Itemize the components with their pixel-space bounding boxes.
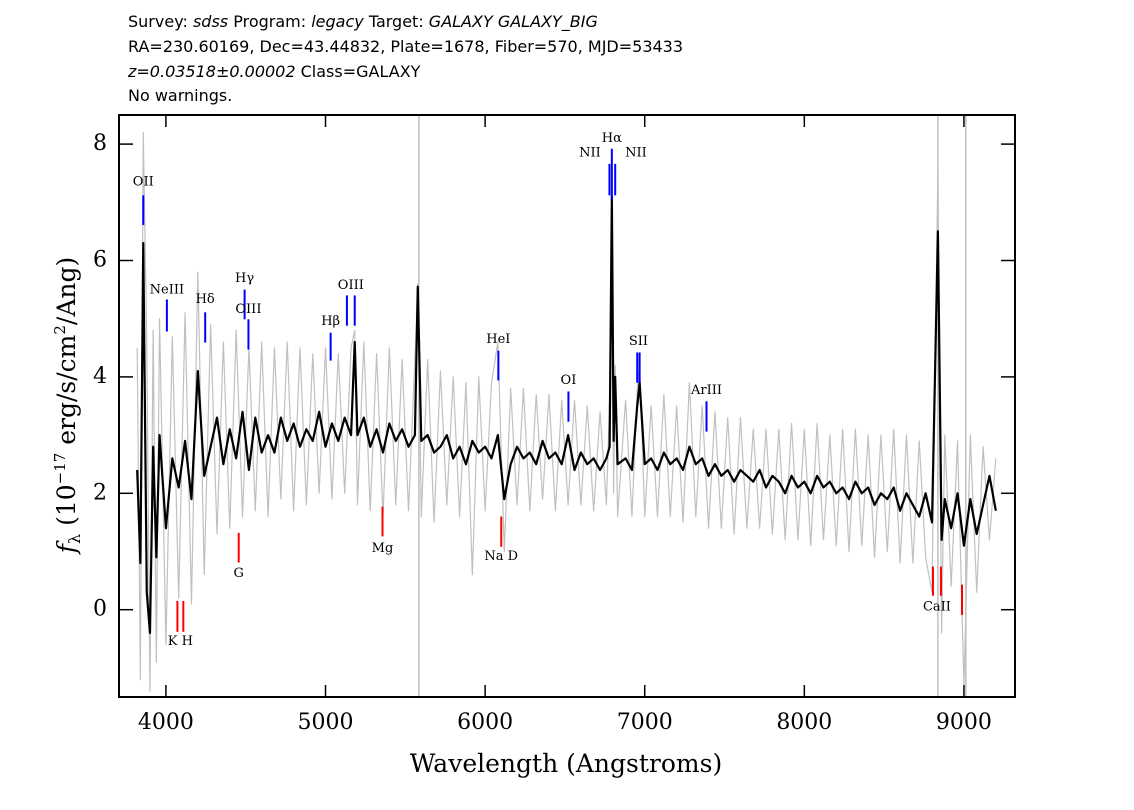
line-label: CaII (923, 599, 951, 614)
line-label: Hδ (196, 292, 215, 307)
line-label: OI (561, 373, 577, 388)
y-tick-label: 4 (93, 364, 107, 389)
header-line: Survey: sdss Program: legacy Target: GAL… (128, 12, 598, 32)
x-tick-label: 9000 (936, 710, 992, 735)
y-axis-label: fλ (10−17 erg/s/cm2/Ang) (51, 257, 84, 556)
x-tick-label: 6000 (457, 710, 513, 735)
x-tick-label: 5000 (298, 710, 354, 735)
y-tick-label: 0 (93, 597, 107, 622)
line-label: K H (168, 634, 193, 649)
x-axis-label: Wavelength (Angstroms) (410, 749, 722, 778)
line-label: Hγ (235, 271, 254, 286)
y-tick-label: 2 (93, 480, 107, 505)
header-text: z=0.03518±0.00002 (127, 62, 296, 81)
y-label-part: f (52, 540, 81, 555)
header-line: No warnings. (128, 86, 232, 105)
y-label-part: /Ang) (52, 257, 81, 325)
plot-frame (118, 114, 1016, 698)
header-text: Class=GALAXY (296, 62, 421, 81)
line-label: G (234, 566, 244, 581)
header-text: Survey: (128, 12, 193, 31)
y-label-part: (10 (52, 484, 81, 534)
header-text: sdss (193, 12, 228, 31)
header-text: Program: (228, 12, 311, 31)
header-line: z=0.03518±0.00002 Class=GALAXY (127, 62, 421, 81)
y-tick-label: 6 (93, 248, 107, 273)
x-tick-label: 7000 (617, 710, 673, 735)
line-label: ArIII (690, 383, 722, 398)
line-label: NII (625, 145, 647, 160)
line-label: Hα (602, 131, 622, 146)
line-label: SII (629, 334, 648, 349)
line-label: Na D (484, 549, 518, 564)
line-label: HeI (486, 332, 510, 347)
y-tick-label: 8 (93, 131, 107, 156)
header-text: GALAXY GALAXY_BIG (429, 12, 598, 32)
spectrum-line (136, 195, 997, 635)
x-tick-label: 8000 (776, 710, 832, 735)
y-label-part: −17 (51, 453, 69, 485)
header-text: legacy (311, 12, 364, 31)
line-label: OIII (338, 278, 364, 293)
line-label: OII (133, 174, 154, 189)
y-label-part: λ (65, 534, 84, 544)
line-label: NeIII (150, 283, 184, 298)
y-label-part: erg/s/cm (52, 334, 81, 452)
header-line: RA=230.60169, Dec=43.44832, Plate=1678, … (128, 37, 683, 56)
x-tick-label: 4000 (138, 710, 194, 735)
line-label: OIII (235, 302, 261, 317)
header-text: Target: (364, 12, 429, 31)
y-label-part: 2 (51, 325, 69, 335)
line-label: Hβ (321, 314, 340, 329)
line-label: NII (579, 145, 601, 160)
line-label: Mg (372, 541, 394, 556)
